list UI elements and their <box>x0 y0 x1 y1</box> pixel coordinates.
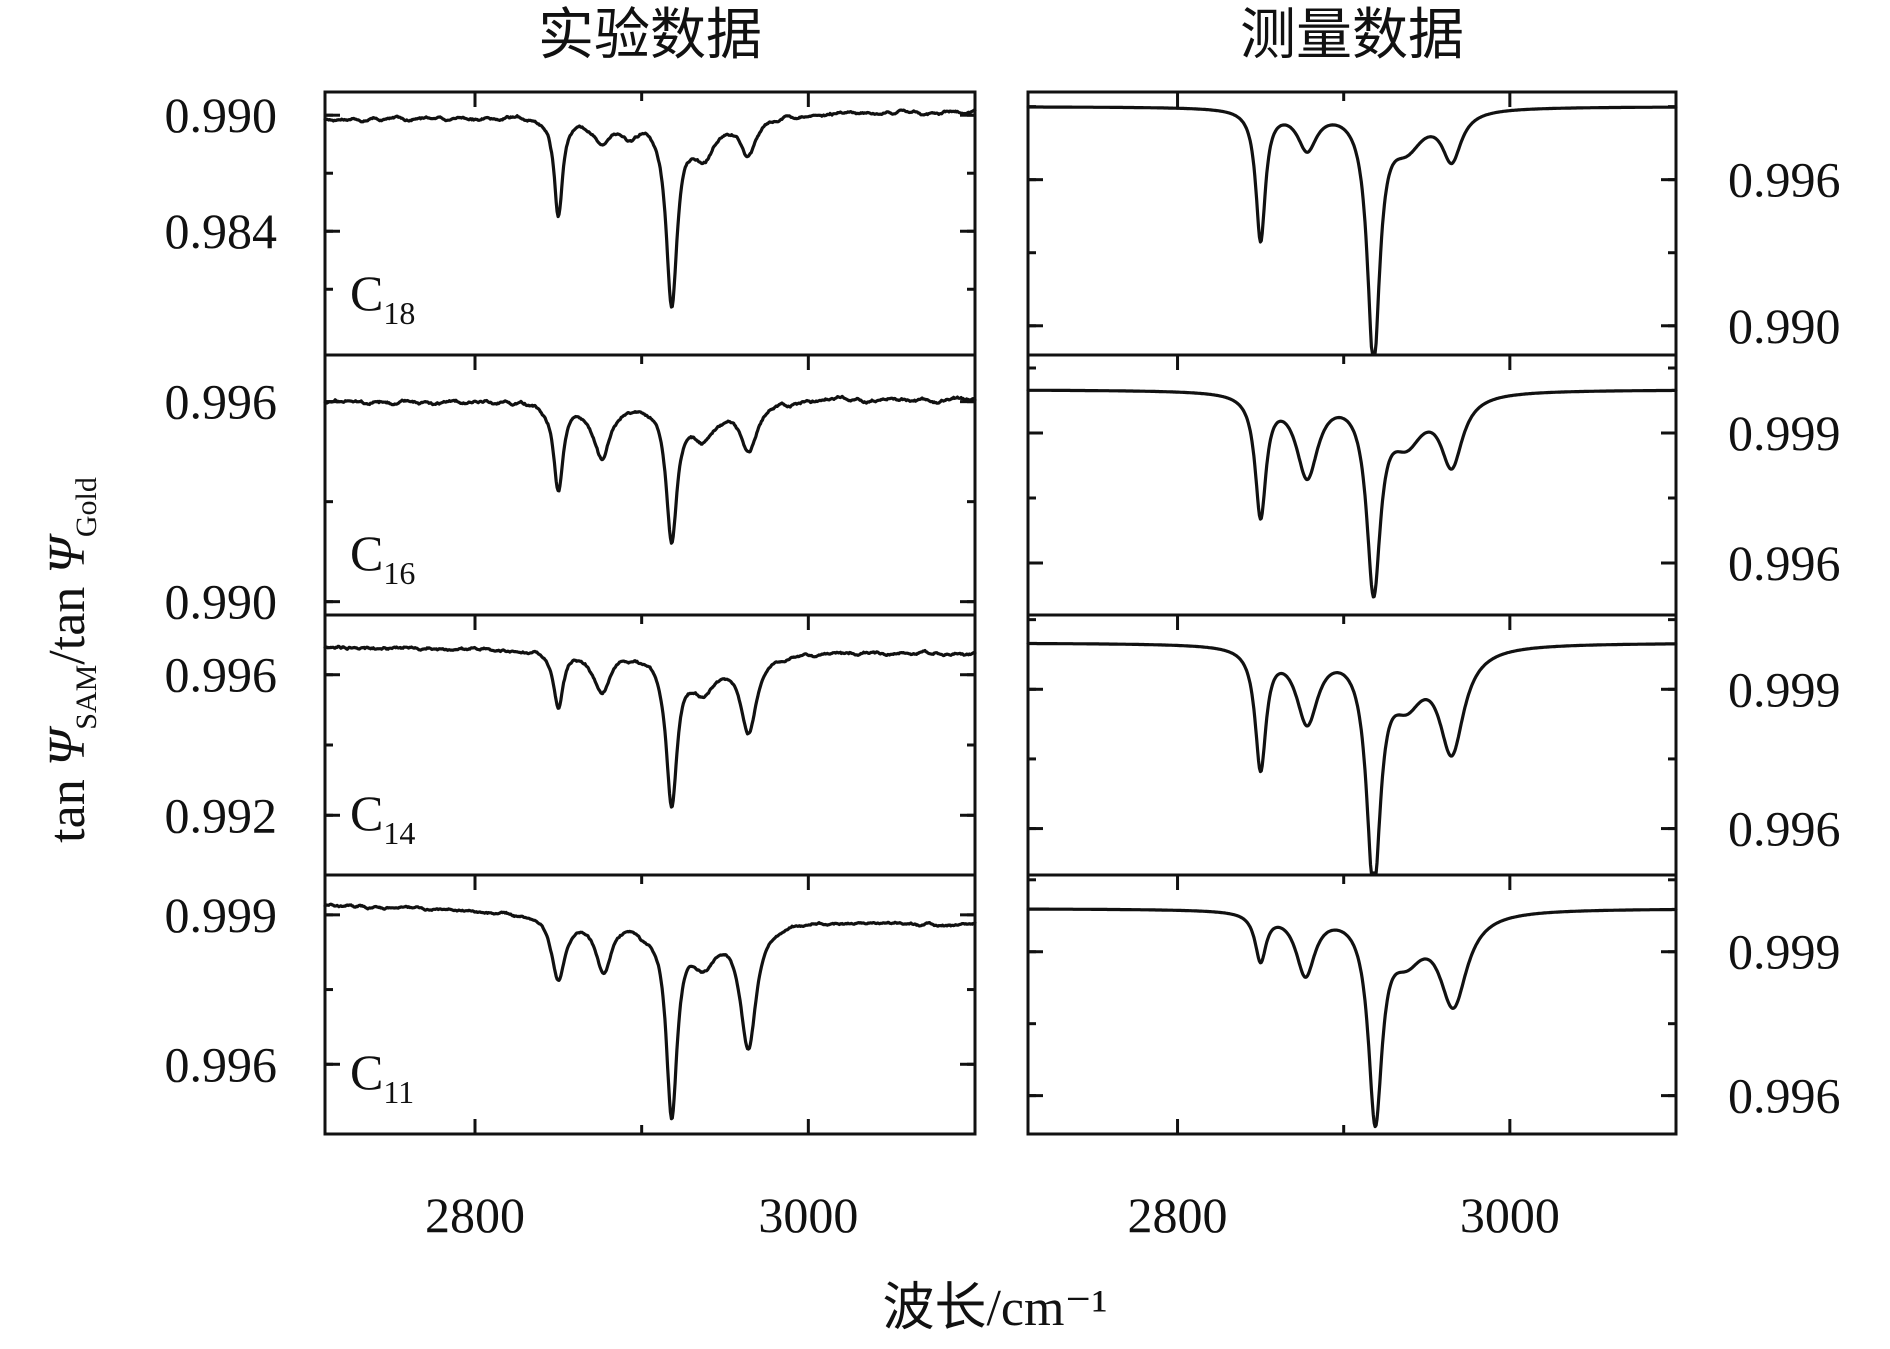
spectrum-line-experimental <box>323 644 977 809</box>
panel-experimental-C16: 0.996 0.990 C16 <box>165 353 977 630</box>
panel-grid: 0.9900.984C180.9960.9900.9960.990C160.99… <box>165 87 1841 1243</box>
x-axis-label: 波长/cm⁻¹ <box>882 1280 1107 1337</box>
y-tick-label: 0.996 <box>1728 1068 1841 1124</box>
y-tick-label: 0.999 <box>1728 405 1841 461</box>
y-axis-label: tan ΨSAM/tan ΨGold <box>39 477 103 843</box>
panel-frame <box>1026 353 1678 617</box>
y-tick-label: 0.996 <box>1728 535 1841 591</box>
panel-frame <box>1026 90 1678 357</box>
panel-frame <box>323 613 977 877</box>
panel-experimental-C14: 0.996 0.992 C14 <box>165 613 977 877</box>
panel-measured-C18: 0.996 0.990 <box>1026 90 1841 357</box>
panel-frame <box>1026 613 1678 877</box>
spectrum-line-experimental <box>323 394 977 545</box>
panel-measured-C11: 0.999 0.996 2800 3000 <box>1026 873 1841 1243</box>
y-tick-label: 0.990 <box>165 574 278 630</box>
panel-experimental-C18: 0.990 0.984 C18 <box>165 87 977 357</box>
panel-frame <box>1026 873 1678 1136</box>
compound-label: C11 <box>350 1044 414 1110</box>
compound-label: C16 <box>350 525 415 591</box>
y-tick-label: 0.992 <box>165 787 278 843</box>
spectrum-line-measured <box>1026 907 1678 1129</box>
panel-measured-C14: 0.999 0.996 <box>1026 613 1841 877</box>
spectrum-line-measured <box>1026 641 1678 875</box>
y-tick-label: 0.990 <box>1728 298 1841 354</box>
y-tick-label: 0.999 <box>1728 661 1841 717</box>
y-tick-label: 0.996 <box>165 647 278 703</box>
y-tick-label: 0.996 <box>165 1036 278 1092</box>
spectrum-line-measured <box>1026 105 1678 355</box>
panel-frame <box>323 873 977 1136</box>
compound-label: C14 <box>350 785 415 851</box>
column-title-measured: 测量数据 <box>1240 5 1464 67</box>
spectrum-line-experimental <box>323 108 977 309</box>
panel-frame <box>323 353 977 617</box>
column-title-experimental: 实验数据 <box>538 5 762 67</box>
spectrum-line-experimental <box>323 902 977 1121</box>
y-tick-label: 0.999 <box>1728 924 1841 980</box>
x-tick-label: 3000 <box>1460 1187 1560 1243</box>
y-tick-label: 0.996 <box>1728 152 1841 208</box>
x-tick-label: 3000 <box>758 1187 858 1243</box>
panel-experimental-C11: 0.999 0.996 2800 3000 C11 <box>165 873 977 1243</box>
compound-label: C18 <box>350 265 415 331</box>
panel-measured-C16: 0.999 0.996 <box>1026 353 1841 617</box>
y-tick-label: 0.996 <box>165 374 278 430</box>
y-tick-label: 0.990 <box>165 87 278 143</box>
y-tick-label: 0.999 <box>165 887 278 943</box>
x-tick-label: 2800 <box>1128 1187 1228 1243</box>
y-tick-label: 0.996 <box>1728 801 1841 857</box>
y-tick-label: 0.984 <box>165 203 278 259</box>
spectrum-line-measured <box>1026 388 1678 599</box>
panel-frame <box>323 90 977 357</box>
x-tick-label: 2800 <box>425 1187 525 1243</box>
